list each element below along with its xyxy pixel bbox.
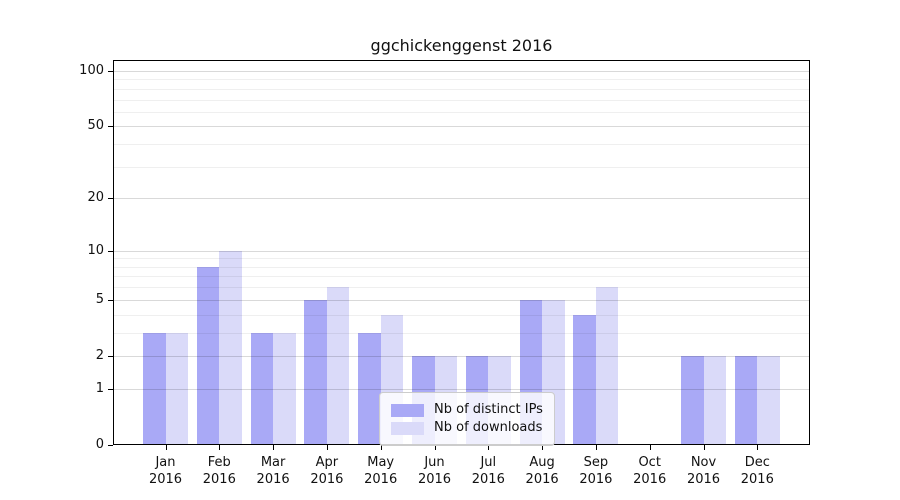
minor-gridline-70 [113,99,810,101]
y-tick-label-2: 2 [95,348,104,363]
bar-nb-of-distinct-ips-may-2016 [358,332,381,445]
bar-nb-of-downloads-sep-2016 [595,287,619,445]
bar-nb-of-downloads-mar-2016 [273,332,296,445]
bar-nb-of-distinct-ips-feb-2016 [196,266,220,445]
x-tick-mark-jul-2016 [488,445,490,450]
minor-gridline-60 [113,111,810,113]
legend-item-downloads: Nb of downloads [391,420,543,436]
minor-gridline-9 [113,258,810,260]
x-tick-mark-nov-2016 [703,445,705,450]
y-tick-mark-50 [108,126,113,127]
x-tick-mark-dec-2016 [757,445,759,450]
x-tick-mark-mar-2016 [273,445,275,450]
bar-nb-of-distinct-ips-apr-2016 [304,299,327,445]
bar-nb-of-distinct-ips-dec-2016 [734,355,758,445]
bar-nb-of-downloads-dec-2016 [757,355,780,445]
y-tick-label-100: 100 [79,63,104,78]
major-gridline-50 [113,126,810,128]
bar-nb-of-downloads-nov-2016 [703,355,726,445]
x-tick-label-jun-2016: Jun 2016 [417,455,452,487]
y-tick-mark-5 [108,300,113,301]
y-tick-mark-2 [108,356,113,357]
x-tick-label-nov-2016: Nov 2016 [686,455,721,487]
major-gridline-100 [113,71,810,72]
bar-nb-of-distinct-ips-jan-2016 [143,332,166,445]
x-tick-mark-jun-2016 [434,445,436,450]
y-tick-label-1: 1 [95,381,104,396]
x-tick-mark-apr-2016 [326,445,328,450]
legend-swatch-distinct-ips [391,403,424,417]
x-tick-mark-sep-2016 [595,445,597,450]
bar-nb-of-distinct-ips-mar-2016 [250,332,274,445]
bar-nb-of-downloads-apr-2016 [326,287,350,445]
x-tick-mark-aug-2016 [542,445,544,450]
bar-nb-of-downloads-feb-2016 [219,250,242,445]
major-gridline-10 [113,250,810,252]
legend-label-distinct-ips: Nb of distinct IPs [434,402,543,417]
y-tick-label-10: 10 [87,243,104,258]
minor-gridline-6 [113,287,810,289]
y-tick-mark-10 [108,251,113,252]
x-tick-label-apr-2016: Apr 2016 [310,455,344,487]
x-tick-label-jan-2016: Jan 2016 [148,455,183,487]
major-gridline-5 [113,299,810,301]
x-tick-label-mar-2016: Mar 2016 [256,455,290,487]
minor-gridline-3 [113,332,810,334]
grid-layer [113,60,810,445]
minor-gridline-4 [113,314,810,316]
x-tick-mark-jan-2016 [165,445,167,450]
y-tick-label-5: 5 [95,292,104,307]
minor-gridline-80 [113,88,810,90]
y-tick-label-20: 20 [87,190,104,205]
bar-nb-of-distinct-ips-nov-2016 [681,355,704,445]
x-tick-label-sep-2016: Sep 2016 [579,455,613,487]
x-tick-label-aug-2016: Aug 2016 [525,455,559,487]
major-gridline-20 [113,198,810,200]
y-tick-mark-20 [108,198,113,199]
major-gridline-2 [113,355,810,357]
major-gridline-1 [113,388,810,390]
y-tick-label-50: 50 [87,118,104,133]
minor-gridline-30 [113,166,810,168]
x-tick-label-dec-2016: Dec 2016 [740,455,774,487]
y-tick-mark-0 [108,445,113,446]
x-tick-label-may-2016: May 2016 [364,455,398,487]
minor-gridline-8 [113,266,810,268]
bar-nb-of-distinct-ips-sep-2016 [573,314,596,445]
x-tick-label-oct-2016: Oct 2016 [633,455,667,487]
y-tick-mark-100 [108,71,113,72]
chart-title: ggchickenggenst 2016 [370,36,553,55]
legend-swatch-downloads [391,421,424,435]
legend-label-downloads: Nb of downloads [434,420,543,435]
x-tick-label-feb-2016: Feb 2016 [202,455,236,487]
x-tick-mark-feb-2016 [219,445,221,450]
minor-gridline-90 [113,79,810,81]
legend: Nb of distinct IPs Nb of downloads [379,392,555,446]
y-tick-mark-1 [108,389,113,390]
legend-item-distinct-ips: Nb of distinct IPs [391,402,543,418]
x-tick-mark-may-2016 [380,445,382,450]
minor-gridline-40 [113,144,810,146]
x-tick-label-jul-2016: Jul 2016 [471,455,505,487]
plot-area [113,60,810,445]
bar-nb-of-downloads-jan-2016 [165,332,188,445]
y-tick-label-0: 0 [95,437,104,452]
minor-gridline-7 [113,276,810,278]
x-tick-mark-oct-2016 [649,445,651,450]
